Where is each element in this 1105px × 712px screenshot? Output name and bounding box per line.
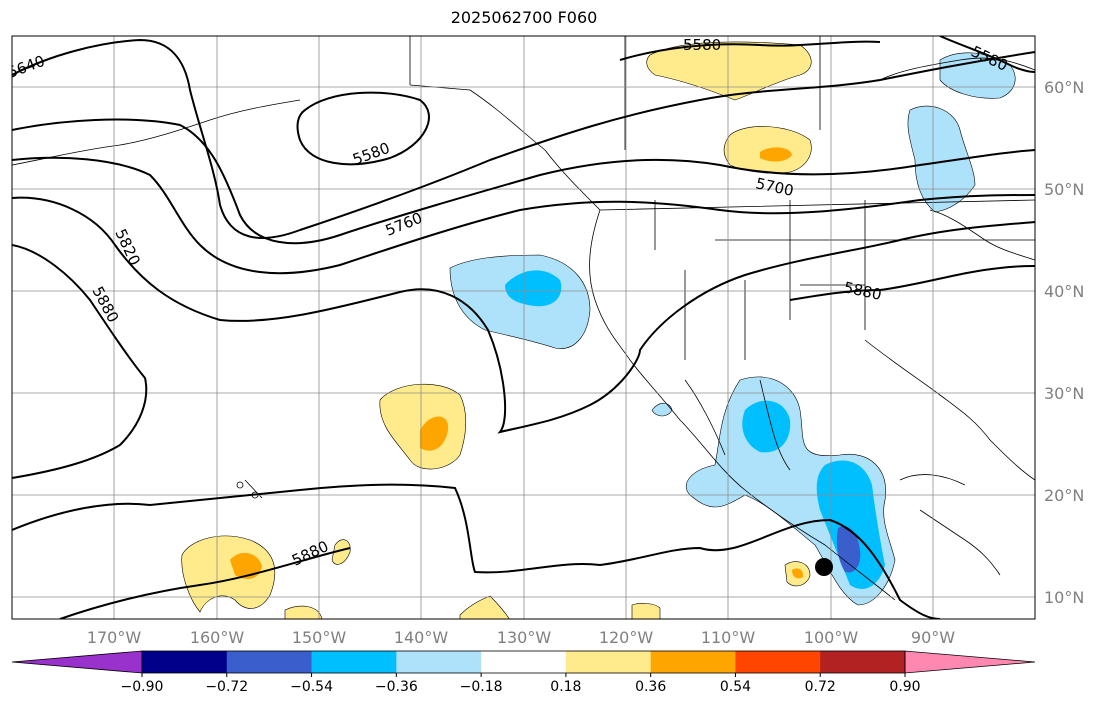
lon-label: 140°W [394,628,449,647]
colorbar-tick-label: 0.90 [889,679,920,695]
lat-label: 30°N [1044,384,1084,403]
strong-positive-anomaly-area [792,568,804,579]
colorbar-tick-label: −0.54 [290,679,333,695]
strong-negative-anomaly-area [505,270,562,307]
colorbar-extend-max [904,650,1036,674]
colorbar-tick-label: −0.72 [205,679,248,695]
latitude-labels: 60°N 50°N 40°N 30°N 20°N 10°N [1044,78,1084,607]
colorbar-tick-label: 0.72 [805,679,836,695]
positive-anomaly-area [646,41,812,101]
lat-label: 60°N [1044,78,1084,97]
contour-5820 [12,196,1035,434]
lon-label: 120°W [599,628,654,647]
strong-negative-anomaly-area [816,460,885,589]
colorbar-extend-min [11,650,143,674]
colorbar-tick-label: 0.36 [635,679,666,695]
colorbar-swatch [481,651,567,673]
height-contours [12,36,1035,619]
contour-5880-south-west [59,547,351,619]
colorbar-outline [141,650,906,674]
map-title: 2025062700 F060 [450,8,598,27]
coastlines-and-borders [12,36,1035,601]
colorbar-swatch [396,651,482,673]
lon-label: 130°W [497,628,552,647]
lon-label: 160°W [190,628,245,647]
lon-label: 100°W [804,628,859,647]
contour-5580-ne [939,36,1035,73]
map-frame [11,35,1036,620]
graticule [12,36,1035,619]
colorbar-swatch [735,651,821,673]
location-marker [815,558,833,576]
colorbar-swatch [650,651,736,673]
colorbar-tick-label: −0.90 [121,679,164,695]
lat-label: 10°N [1044,588,1084,607]
strong-negative-anomaly-area [742,400,791,453]
lon-label: 90°W [911,628,955,647]
positive-anomaly-area [284,605,323,619]
contour-5760 [12,156,1035,275]
colorbar-swatch [820,651,906,673]
colorbar-tick-label: −0.18 [460,679,503,695]
lon-label: 170°W [87,628,142,647]
colorbar-tick-label: −0.36 [375,679,418,695]
colorbar: −0.90 −0.72 −0.54 −0.36 −0.18 0.18 0.36 0.54 0.7… [11,650,1036,695]
contour-5580-north [619,40,881,61]
colorbar-tick-label: 0.18 [550,679,581,695]
positive-anomaly-area [459,595,510,619]
contour-5880-east [789,265,1035,301]
strong-positive-anomaly-area [230,552,262,579]
strong-positive-anomaly-area [420,416,449,451]
lon-label: 110°W [701,628,756,647]
lat-label: 40°N [1044,282,1084,301]
colorbar-swatch [565,651,652,673]
colorbar-swatch [142,651,228,673]
longitude-labels: 170°W 160°W 150°W 140°W 130°W 120°W 110°… [87,628,955,647]
positive-anomaly-area [631,603,661,619]
contour-5700 [12,118,1035,245]
contour-label: 5580 [683,36,721,54]
very-strong-negative-anomaly-area [836,526,861,573]
lat-label: 20°N [1044,486,1084,505]
lon-label: 150°W [292,628,347,647]
strong-positive-anomaly-area [760,147,792,162]
contour-5880-west [12,244,148,479]
contour-5580-low [296,91,430,166]
colorbar-swatch [311,651,397,673]
colorbar-swatch [226,651,313,673]
positive-anomaly-area [331,539,351,565]
lat-label: 50°N [1044,180,1084,199]
contour-5880-south [12,483,941,619]
contour-5640 [12,38,1035,239]
colorbar-tick-label: 0.54 [720,679,751,695]
